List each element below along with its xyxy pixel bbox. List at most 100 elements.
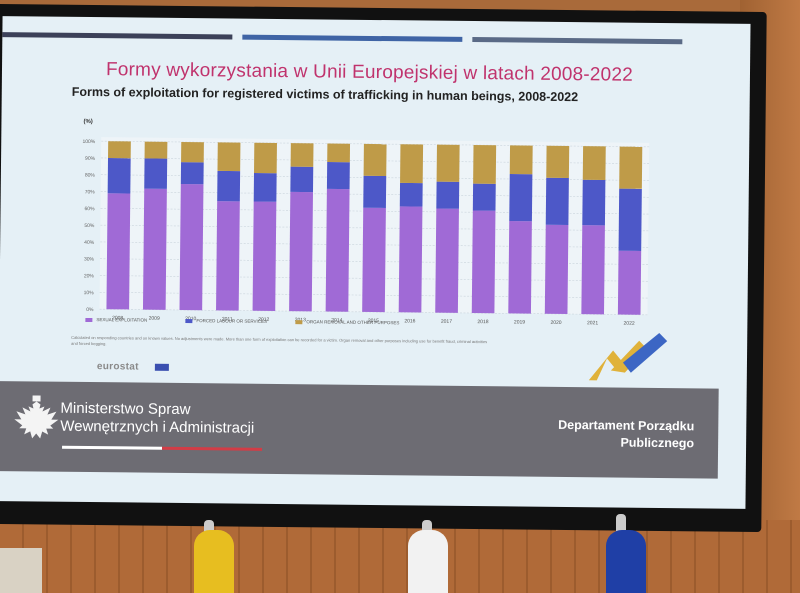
legend-label-labour: FORCED LABOUR OR SERVICES	[196, 318, 268, 324]
bar-segment-2021-2	[582, 146, 606, 181]
top-accent-bars	[2, 32, 750, 46]
bar-segment-2015-0	[362, 207, 386, 313]
projection-screen: Formy wykorzystania w Unii Europejskiej …	[0, 16, 751, 509]
bar-segment-2021-1	[582, 179, 606, 226]
x-tick-label: 2011	[222, 316, 233, 322]
x-tick-label: 2021	[587, 320, 598, 326]
bar-segment-2022-1	[618, 188, 642, 251]
department-line-2: Publicznego	[620, 435, 695, 451]
bar-segment-2013-1	[290, 166, 314, 193]
flagpole-3	[616, 514, 626, 536]
bar-segment-2017-2	[436, 144, 460, 182]
eagle-emblem-icon	[14, 395, 59, 439]
y-tick-label: 60%	[84, 206, 95, 212]
legend-swatch-labour	[185, 318, 193, 323]
x-tick-label: 2012	[258, 317, 269, 323]
y-tick-label: 70%	[85, 189, 96, 195]
bar-segment-2009-2	[144, 141, 168, 159]
y-tick-label: 50%	[84, 223, 95, 229]
department-name: Departament Porządku Publicznego	[558, 417, 695, 452]
x-tick-label: 2014	[331, 318, 342, 324]
bar-segment-2018-0	[471, 210, 496, 314]
bar-segment-2012-1	[253, 172, 277, 202]
bar-segment-2013-0	[289, 191, 313, 312]
x-tick-label: 2019	[514, 319, 525, 325]
y-tick-label: 80%	[85, 173, 96, 179]
y-tick-label: 20%	[84, 273, 95, 279]
bar-segment-2019-2	[509, 145, 533, 175]
legend-item-other: ORGAN REMOVAL AND OTHER PURPOSES	[295, 319, 399, 325]
bar-segment-2009-1	[144, 158, 168, 189]
bar-segment-2022-2	[619, 146, 643, 189]
bar-segment-2008-0	[106, 193, 131, 310]
bar-segment-2014-0	[325, 188, 350, 312]
ministry-line-1: Ministerstwo Spraw	[60, 399, 191, 419]
bar-segment-2012-0	[252, 201, 277, 311]
bar-segment-2018-1	[472, 183, 496, 211]
legend-swatch-other	[295, 319, 303, 325]
arrow-logo-icon	[588, 332, 668, 381]
bar-segment-2010-2	[181, 141, 204, 163]
y-tick-label: 100%	[82, 139, 95, 145]
legend-label-sexual: SEXUAL EXPLOITATION	[96, 317, 148, 323]
bar-segment-2011-2	[217, 142, 241, 172]
bar-segment-2017-0	[435, 208, 459, 313]
bar-segment-2012-2	[254, 142, 277, 174]
accent-bar-1	[2, 32, 233, 40]
y-tick-label: 30%	[84, 257, 95, 263]
chart-title: Forms of exploitation for registered vic…	[71, 84, 579, 105]
bar-segment-2019-0	[508, 221, 532, 314]
footer-banner: Ministerstwo Spraw Wewnętrznych i Admini…	[0, 381, 719, 479]
x-tick-label: 2017	[441, 319, 452, 325]
bar-segment-2013-2	[290, 143, 314, 167]
wall-panel	[0, 520, 800, 593]
y-axis-unit: (%)	[83, 119, 92, 125]
x-tick-label: 2022	[624, 321, 635, 327]
bar-segment-2014-1	[326, 161, 350, 190]
x-tick-label: 2009	[149, 316, 160, 322]
eurostat-logo-mark	[154, 363, 169, 371]
bar-segment-2010-0	[179, 183, 204, 311]
legend-swatch-sexual	[85, 317, 93, 322]
flag-blue	[606, 530, 646, 593]
bar-segment-2020-2	[546, 145, 570, 178]
slide-title: Formy wykorzystania w Unii Europejskiej …	[105, 59, 634, 86]
legend-label-other: ORGAN REMOVAL AND OTHER PURPOSES	[306, 319, 400, 326]
bar-segment-2020-0	[544, 224, 569, 315]
legend-item-labour: FORCED LABOUR OR SERVICES	[185, 318, 267, 324]
y-tick-label: 90%	[85, 156, 96, 162]
bar-segment-2017-1	[436, 181, 460, 209]
y-tick-label: 10%	[84, 290, 95, 296]
stacked-bar-chart: (%) 0% 10% 20% 30% 40% 50% 60% 70% 80% 90% 100% 2008…	[69, 103, 661, 349]
accent-bar-2	[242, 34, 463, 42]
x-tick-label: 2020	[550, 320, 561, 326]
x-tick-label: 2008	[112, 315, 123, 321]
bar-segment-2010-1	[180, 162, 204, 185]
bar-segment-2018-2	[473, 145, 497, 184]
bar-segment-2008-2	[108, 141, 131, 159]
wall-outlet	[0, 548, 42, 593]
bar-segment-2011-0	[216, 201, 240, 311]
bar-segment-2015-2	[363, 143, 387, 177]
chart-svg: (%) 0% 10% 20% 30% 40% 50% 60% 70% 80% 90% 100% 2008…	[82, 119, 650, 327]
x-tick-label: 2018	[477, 319, 488, 325]
bar-segment-2021-0	[581, 225, 605, 315]
legend-item-sexual: SEXUAL EXPLOITATION	[85, 317, 147, 323]
source-eurostat: eurostat	[96, 361, 139, 373]
bar-segment-2011-1	[217, 170, 241, 202]
bar-segment-2015-1	[363, 175, 387, 208]
y-tick-label: 0%	[86, 307, 94, 313]
bar-segment-2016-2	[400, 144, 424, 184]
y-tick-label: 40%	[84, 240, 95, 246]
ministry-name: Ministerstwo Spraw Wewnętrznych i Admini…	[60, 400, 254, 438]
flag-yellow	[194, 530, 234, 593]
bar-segment-2016-0	[398, 206, 423, 313]
bar-segment-2014-2	[327, 143, 351, 163]
bar-segment-2009-0	[142, 188, 167, 310]
x-tick-label: 2015	[368, 318, 379, 324]
ministry-line-2: Wewnętrznych i Administracji	[60, 417, 255, 437]
bar-segment-2022-0	[617, 250, 642, 315]
x-tick-label: 2016	[404, 318, 415, 324]
accent-bar-3	[472, 37, 683, 45]
flag-underline	[62, 445, 263, 451]
